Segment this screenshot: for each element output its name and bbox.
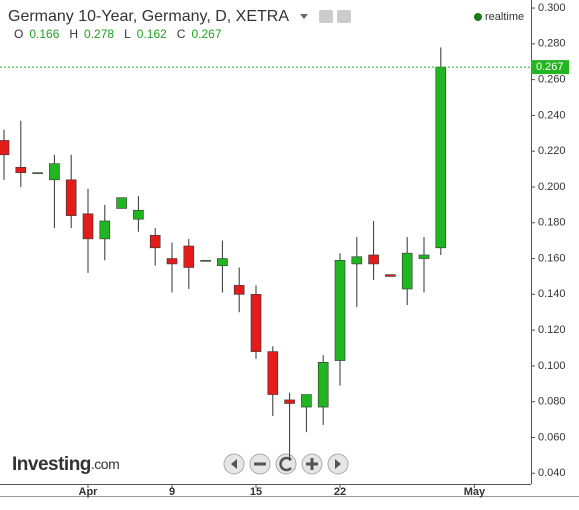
candle-body: [217, 258, 228, 267]
y-tick-label: 0.060: [538, 431, 566, 443]
x-tick-label: 22: [334, 486, 346, 498]
y-tick-label: 0.260: [538, 74, 566, 86]
dropdown-icon[interactable]: [300, 14, 308, 19]
y-tick-label: 0.300: [538, 2, 566, 14]
x-tick-label: 15: [250, 486, 262, 498]
candle-body: [15, 166, 27, 173]
y-tick-label: 0.240: [538, 109, 566, 121]
nav-minus-icon: [254, 462, 266, 466]
ohlc-header: O 0.166 H 0.278 L 0.162 C 0.267: [14, 27, 222, 41]
nav-reset-icon: [279, 456, 292, 472]
candle-body: [200, 260, 211, 262]
candle-body: [418, 254, 430, 259]
candle-body: [401, 252, 413, 290]
realtime-label: realtime: [485, 11, 524, 23]
candle-body: [116, 197, 127, 209]
y-tick-label: 0.140: [538, 288, 566, 300]
logo-main: Investing: [12, 454, 91, 475]
ohlc-label: L: [124, 27, 131, 41]
y-tick-label: 0.220: [538, 145, 566, 157]
ohlc-value: 0.267: [191, 27, 221, 41]
realtime-dot: [474, 13, 482, 21]
x-tick-label: May: [464, 486, 486, 498]
candle-body: [317, 362, 329, 408]
logo: Investing.com: [12, 454, 119, 475]
eye-icon[interactable]: [319, 10, 333, 23]
ohlc-value: 0.166: [29, 27, 59, 41]
settings-icon[interactable]: [337, 10, 351, 23]
ohlc-label: C: [177, 27, 186, 41]
candle-body: [334, 260, 346, 361]
candle-body: [385, 274, 396, 277]
candle-body: [49, 163, 60, 181]
chart-title: Germany 10-Year, Germany, D, XETRA: [8, 8, 289, 25]
candle-body: [250, 294, 262, 352]
y-tick-label: 0.120: [538, 324, 566, 336]
candle-body: [301, 394, 312, 408]
candle-body: [284, 399, 295, 404]
candle-body: [166, 258, 178, 265]
last-price-label: 0.267: [536, 61, 564, 73]
ohlc-label: H: [69, 27, 78, 41]
nav-right-icon: [335, 459, 341, 469]
y-tick-label: 0.160: [538, 252, 566, 264]
y-tick-label: 0.180: [538, 217, 566, 229]
nav-left-icon: [231, 459, 237, 469]
candle-body: [351, 256, 363, 265]
candle-body: [82, 213, 94, 240]
y-tick-label: 0.080: [538, 396, 566, 408]
x-tick-label: Apr: [79, 486, 99, 498]
y-tick-label: 0.100: [538, 360, 566, 372]
candle-body: [32, 172, 43, 174]
last-price-box: [531, 60, 569, 75]
y-tick-label: 0.040: [538, 467, 566, 479]
ohlc-label: O: [14, 27, 23, 41]
candle-body: [65, 179, 77, 216]
ohlc-value: 0.162: [137, 27, 167, 41]
y-tick-label: 0.280: [538, 38, 566, 50]
nav-plus-icon: [306, 458, 318, 470]
candle-body: [149, 234, 161, 249]
x-tick-label: 9: [169, 486, 175, 498]
candle-body: [267, 351, 279, 395]
candle-body: [99, 220, 111, 240]
candle-body: [0, 140, 10, 156]
ohlc-value: 0.278: [84, 27, 114, 41]
candle-body: [183, 245, 195, 268]
candle-body: [368, 254, 379, 265]
y-tick-label: 0.200: [538, 181, 566, 193]
candle-body: [233, 285, 245, 295]
candle-body: [133, 209, 144, 220]
candle-body: [435, 66, 447, 249]
logo-suffix: .com: [91, 456, 119, 472]
nav-buttons: [223, 453, 349, 475]
